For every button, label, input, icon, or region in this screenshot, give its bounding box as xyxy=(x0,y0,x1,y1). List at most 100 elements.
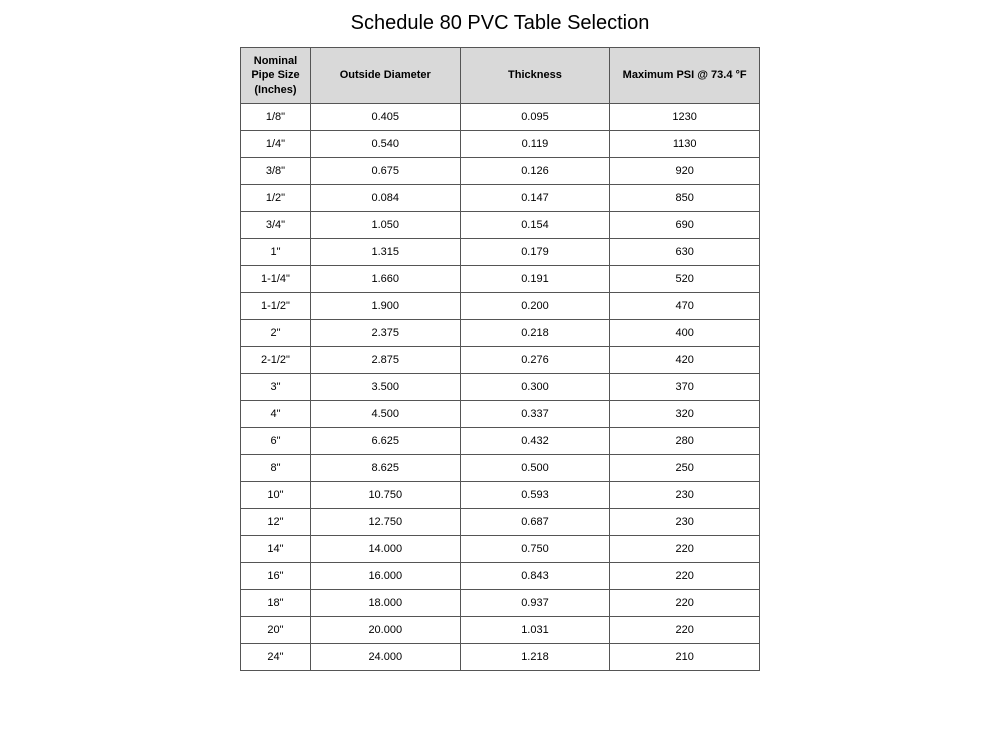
cell-size: 14" xyxy=(241,535,311,562)
cell-thickness: 0.147 xyxy=(460,184,610,211)
table-row: 1/2"0.0840.147850 xyxy=(241,184,760,211)
cell-size: 10" xyxy=(241,481,311,508)
cell-od: 10.750 xyxy=(310,481,460,508)
cell-psi: 280 xyxy=(610,427,760,454)
table-row: 16"16.0000.843220 xyxy=(241,562,760,589)
cell-size: 3/8" xyxy=(241,157,311,184)
cell-thickness: 0.593 xyxy=(460,481,610,508)
col-header-thickness: Thickness xyxy=(460,48,610,104)
cell-thickness: 0.200 xyxy=(460,292,610,319)
table-header: Nominal Pipe Size (Inches) Outside Diame… xyxy=(241,48,760,104)
table-row: 4"4.5000.337320 xyxy=(241,400,760,427)
cell-thickness: 0.154 xyxy=(460,211,610,238)
table-row: 12"12.7500.687230 xyxy=(241,508,760,535)
table-row: 1-1/2"1.9000.200470 xyxy=(241,292,760,319)
cell-size: 4" xyxy=(241,400,311,427)
cell-size: 1-1/4" xyxy=(241,265,311,292)
cell-thickness: 0.432 xyxy=(460,427,610,454)
cell-od: 1.050 xyxy=(310,211,460,238)
page-title: Schedule 80 PVC Table Selection xyxy=(0,12,1000,35)
cell-psi: 850 xyxy=(610,184,760,211)
cell-psi: 420 xyxy=(610,346,760,373)
cell-psi: 250 xyxy=(610,454,760,481)
cell-thickness: 0.687 xyxy=(460,508,610,535)
table-row: 8"8.6250.500250 xyxy=(241,454,760,481)
cell-size: 3/4" xyxy=(241,211,311,238)
table-body: 1/8"0.4050.09512301/4"0.5400.11911303/8"… xyxy=(241,103,760,670)
cell-size: 1/2" xyxy=(241,184,311,211)
col-header-psi: Maximum PSI @ 73.4 °F xyxy=(610,48,760,104)
cell-thickness: 0.937 xyxy=(460,589,610,616)
table-row: 10"10.7500.593230 xyxy=(241,481,760,508)
pvc-table: Nominal Pipe Size (Inches) Outside Diame… xyxy=(240,47,760,671)
cell-thickness: 0.218 xyxy=(460,319,610,346)
cell-thickness: 0.300 xyxy=(460,373,610,400)
cell-thickness: 0.126 xyxy=(460,157,610,184)
cell-size: 8" xyxy=(241,454,311,481)
cell-od: 1.660 xyxy=(310,265,460,292)
cell-thickness: 0.179 xyxy=(460,238,610,265)
cell-od: 6.625 xyxy=(310,427,460,454)
cell-od: 16.000 xyxy=(310,562,460,589)
cell-od: 0.675 xyxy=(310,157,460,184)
cell-thickness: 0.191 xyxy=(460,265,610,292)
cell-thickness: 0.276 xyxy=(460,346,610,373)
table-container: Nominal Pipe Size (Inches) Outside Diame… xyxy=(0,47,1000,671)
cell-od: 8.625 xyxy=(310,454,460,481)
cell-od: 2.375 xyxy=(310,319,460,346)
cell-od: 1.900 xyxy=(310,292,460,319)
cell-size: 2" xyxy=(241,319,311,346)
cell-psi: 220 xyxy=(610,589,760,616)
cell-psi: 630 xyxy=(610,238,760,265)
cell-psi: 220 xyxy=(610,616,760,643)
cell-thickness: 0.095 xyxy=(460,103,610,130)
cell-size: 16" xyxy=(241,562,311,589)
cell-psi: 920 xyxy=(610,157,760,184)
cell-psi: 1230 xyxy=(610,103,760,130)
cell-psi: 220 xyxy=(610,535,760,562)
cell-thickness: 0.119 xyxy=(460,130,610,157)
cell-od: 4.500 xyxy=(310,400,460,427)
cell-thickness: 0.500 xyxy=(460,454,610,481)
table-row: 20"20.0001.031220 xyxy=(241,616,760,643)
table-row: 1/4"0.5400.1191130 xyxy=(241,130,760,157)
cell-size: 1/4" xyxy=(241,130,311,157)
cell-size: 1" xyxy=(241,238,311,265)
cell-psi: 220 xyxy=(610,562,760,589)
cell-psi: 230 xyxy=(610,481,760,508)
cell-psi: 230 xyxy=(610,508,760,535)
table-row: 6"6.6250.432280 xyxy=(241,427,760,454)
cell-od: 0.540 xyxy=(310,130,460,157)
cell-psi: 400 xyxy=(610,319,760,346)
cell-od: 12.750 xyxy=(310,508,460,535)
cell-psi: 370 xyxy=(610,373,760,400)
table-row: 14"14.0000.750220 xyxy=(241,535,760,562)
cell-od: 24.000 xyxy=(310,643,460,670)
table-row: 3"3.5000.300370 xyxy=(241,373,760,400)
cell-od: 14.000 xyxy=(310,535,460,562)
col-header-od: Outside Diameter xyxy=(310,48,460,104)
table-row: 3/4"1.0500.154690 xyxy=(241,211,760,238)
cell-psi: 690 xyxy=(610,211,760,238)
cell-od: 20.000 xyxy=(310,616,460,643)
cell-od: 18.000 xyxy=(310,589,460,616)
cell-psi: 520 xyxy=(610,265,760,292)
cell-psi: 320 xyxy=(610,400,760,427)
cell-od: 2.875 xyxy=(310,346,460,373)
cell-size: 3" xyxy=(241,373,311,400)
cell-psi: 210 xyxy=(610,643,760,670)
table-header-row: Nominal Pipe Size (Inches) Outside Diame… xyxy=(241,48,760,104)
cell-size: 1/8" xyxy=(241,103,311,130)
cell-size: 2-1/2" xyxy=(241,346,311,373)
cell-size: 24" xyxy=(241,643,311,670)
cell-size: 12" xyxy=(241,508,311,535)
cell-thickness: 1.218 xyxy=(460,643,610,670)
cell-od: 3.500 xyxy=(310,373,460,400)
table-row: 3/8"0.6750.126920 xyxy=(241,157,760,184)
cell-od: 1.315 xyxy=(310,238,460,265)
col-header-size: Nominal Pipe Size (Inches) xyxy=(241,48,311,104)
table-row: 1-1/4"1.6600.191520 xyxy=(241,265,760,292)
table-row: 1/8"0.4050.0951230 xyxy=(241,103,760,130)
cell-size: 18" xyxy=(241,589,311,616)
table-row: 2"2.3750.218400 xyxy=(241,319,760,346)
